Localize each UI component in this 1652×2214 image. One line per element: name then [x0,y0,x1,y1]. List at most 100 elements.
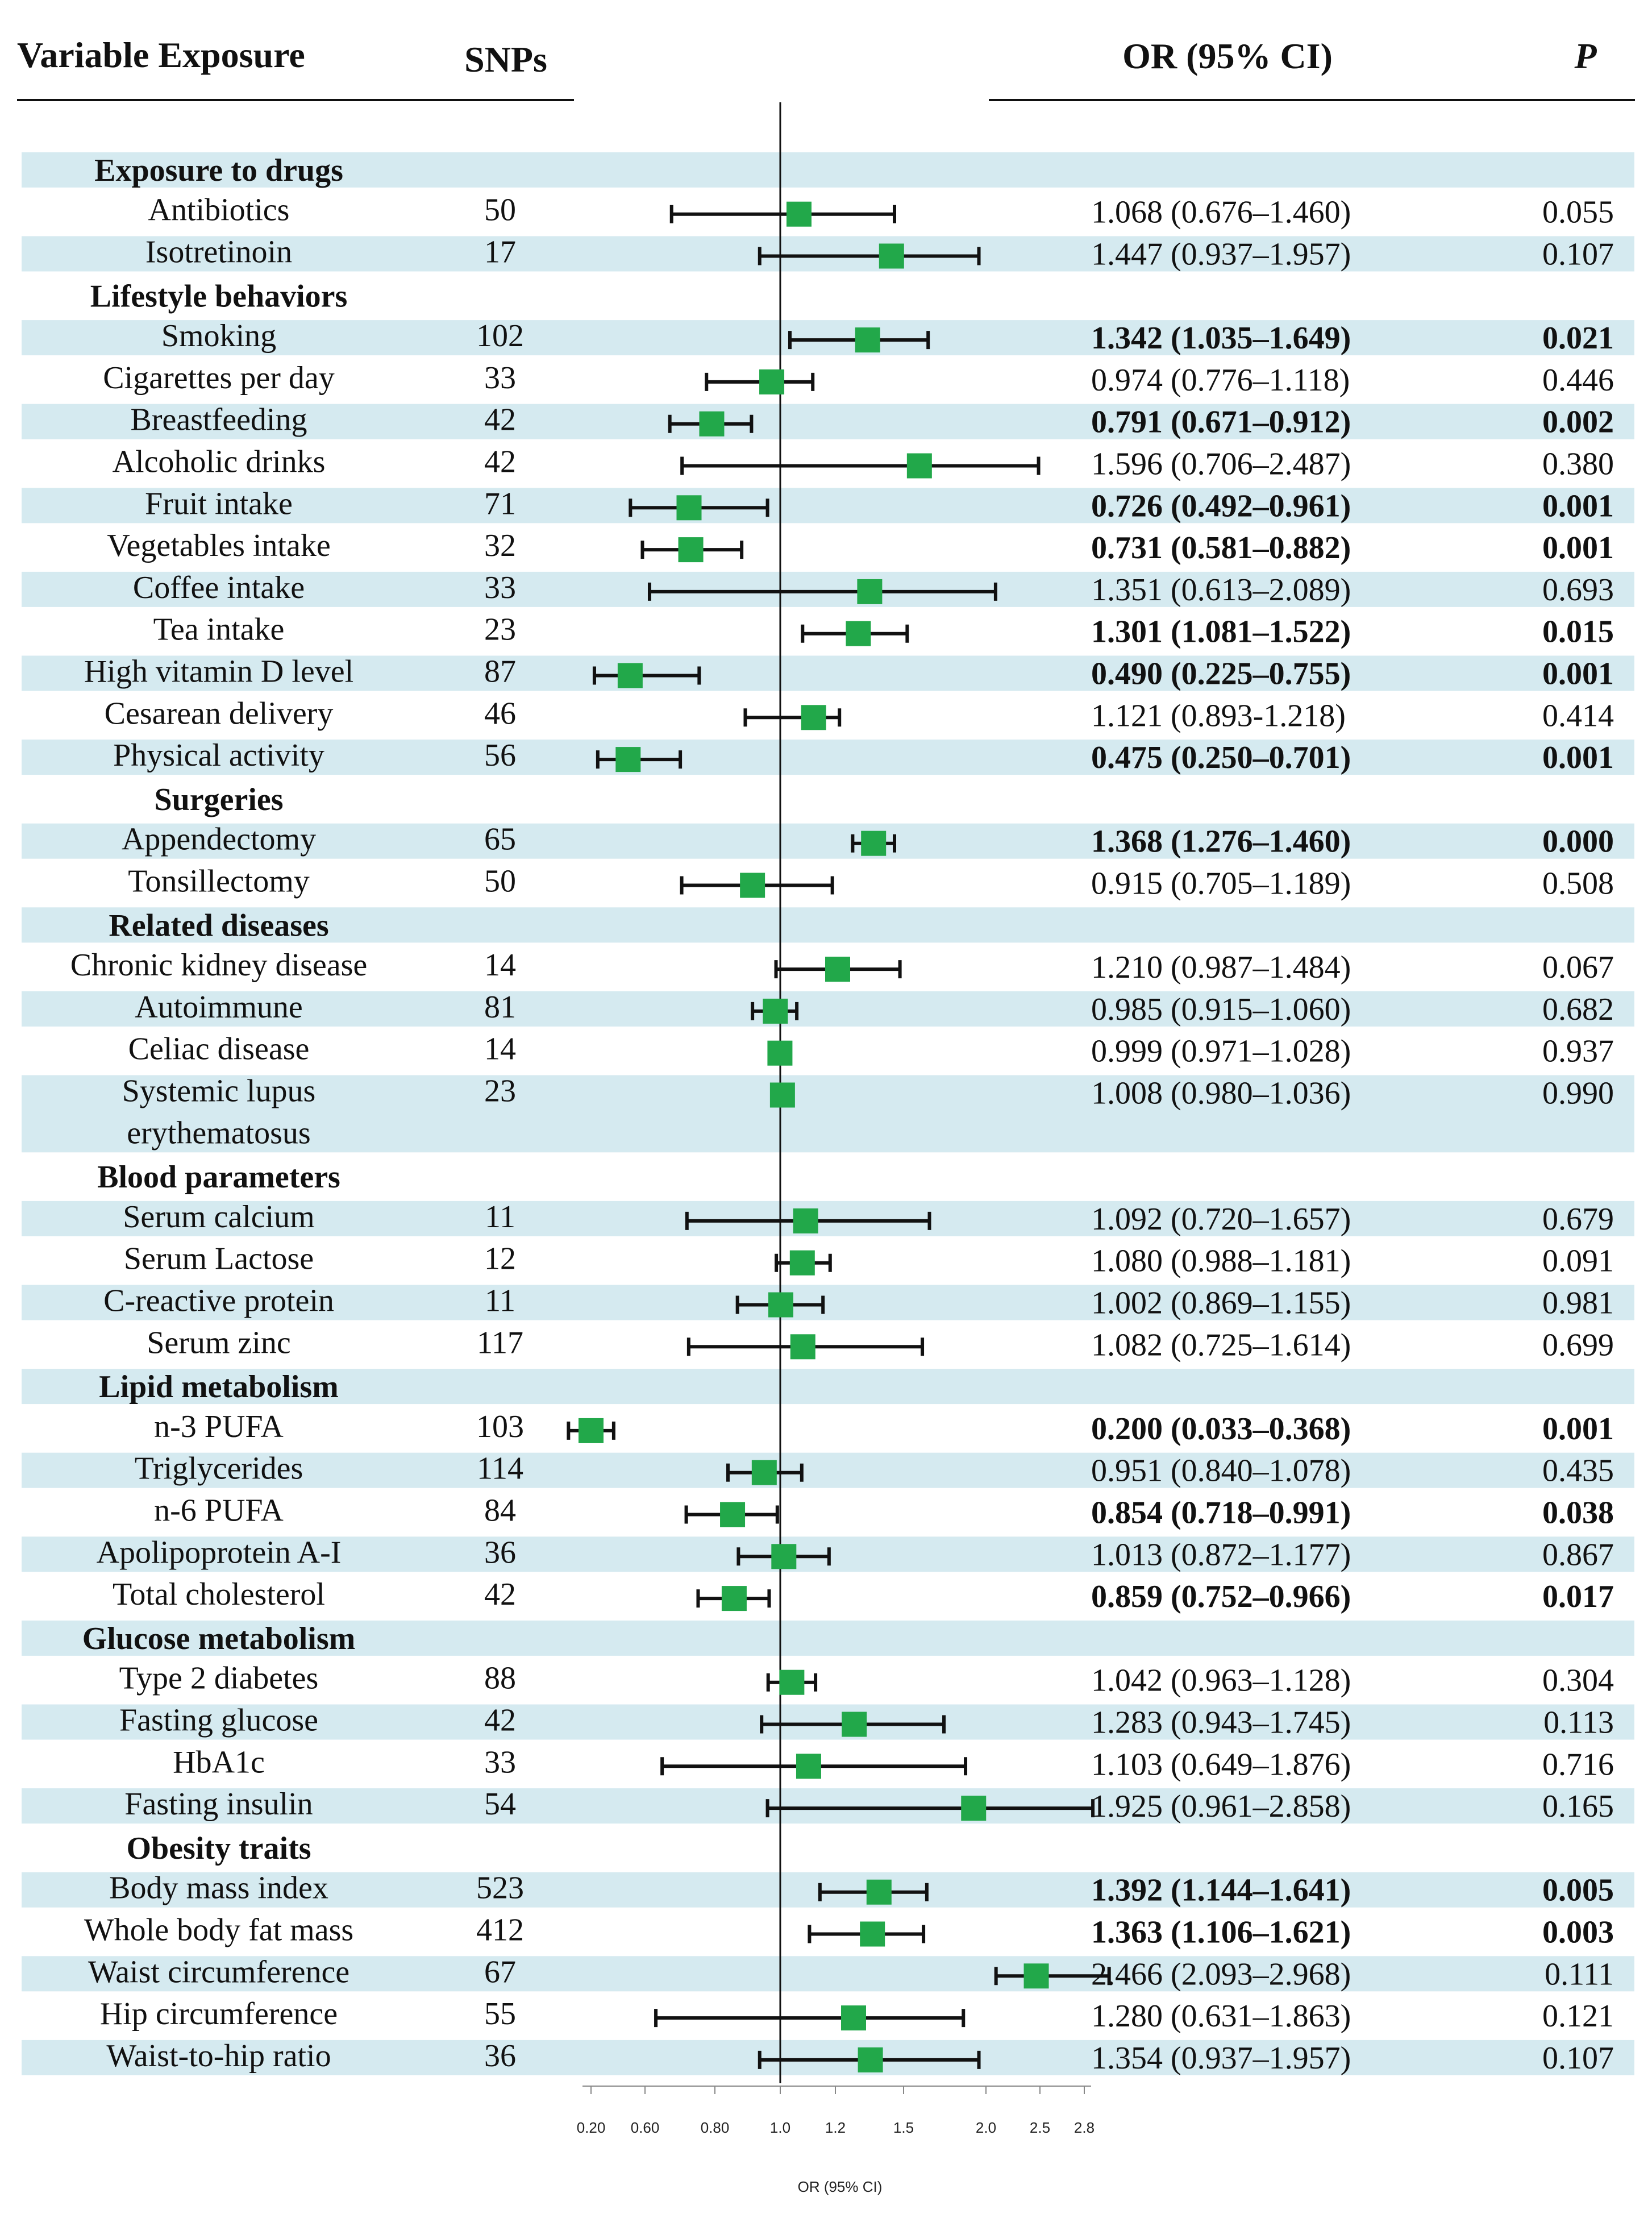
row-snps: 42 [484,445,516,480]
row-label: Type 2 diabetes [119,1661,319,1696]
forest-rows: Exposure to drugs Antibiotics 50 1.068 (0.6… [70,153,1614,2076]
row-or-ci: 1.301 (1.081–1.522) [1091,614,1351,650]
row-or-ci: 0.854 (0.718–0.991) [1091,1496,1351,1531]
row-band [22,823,1634,859]
row-or-ci: 0.974 (0.776–1.118) [1091,363,1350,398]
row-snps: 17 [484,235,516,270]
row-or-ci: 0.731 (0.581–0.882) [1091,530,1351,566]
row-snps: 114 [477,1451,523,1486]
row-band [22,740,1634,775]
point-estimate [1023,1963,1049,1989]
point-estimate [786,201,812,227]
group-label: Surgeries [154,782,283,817]
row-snps: 42 [484,1703,516,1738]
point-estimate [793,1208,818,1233]
group-label: Exposure to drugs [94,153,343,188]
row-label: Serum calcium [123,1199,314,1235]
row-or-ci: 0.200 (0.033–0.368) [1091,1411,1351,1447]
row-label: Hip circumference [100,1996,338,2032]
row-p-value: 0.055 [1542,195,1614,230]
row-or-ci: 1.392 (1.144–1.641) [1091,1873,1351,1908]
row-band [22,1704,1634,1740]
point-estimate [759,369,785,394]
row-snps: 11 [485,1283,515,1319]
row-label: n-3 PUFA [154,1409,284,1444]
row-or-ci: 1.042 (0.963–1.128) [1091,1663,1351,1698]
row-snps: 81 [484,990,516,1025]
group-label: Related diseases [109,908,328,943]
row-snps: 42 [484,402,516,438]
point-estimate [763,998,788,1024]
row-snps: 412 [476,1913,524,1948]
point-estimate [768,1292,793,1318]
x-tick-label: 2.0 [976,2119,996,2136]
point-estimate [676,495,702,521]
row-snps: 23 [484,1074,516,1109]
forest-marks [567,201,1111,2072]
row-label: Alcoholic drinks [113,445,326,480]
x-axis-ticks: 0.20 0.60 0.80 1.0 1.2 1.5 2.0 2.5 2.8 [577,2086,1095,2136]
point-estimate [721,1586,747,1611]
point-estimate [789,1250,815,1276]
x-axis-label: OR (95% CI) [798,2178,883,2195]
row-or-ci: 1.092 (0.720–1.657) [1091,1202,1351,1237]
row-p-value: 0.001 [1542,740,1614,775]
row-or-ci: 1.354 (0.937–1.957) [1091,2041,1351,2076]
row-or-ci: 1.002 (0.869–1.155) [1091,1286,1351,1321]
row-label: Tea intake [153,612,285,647]
row-band [22,1788,1634,1824]
point-estimate [771,1544,797,1569]
row-p-value: 0.021 [1542,321,1614,356]
row-or-ci: 1.013 (0.872–1.177) [1091,1537,1351,1572]
row-or-ci: 1.080 (0.988–1.181) [1091,1244,1351,1279]
row-p-value: 0.091 [1542,1244,1614,1279]
row-p-value: 0.867 [1542,1537,1614,1572]
point-estimate [825,957,850,982]
row-p-value: 0.446 [1542,363,1614,398]
x-tick-label: 2.8 [1074,2119,1095,2136]
row-p-value: 0.067 [1542,950,1614,985]
row-p-value: 0.693 [1542,572,1614,608]
row-snps: 56 [484,738,516,773]
row-label: Waist circumference [88,1954,349,1989]
row-snps: 14 [484,948,516,983]
row-or-ci: 0.475 (0.250–0.701) [1091,740,1351,775]
group-label: Glucose metabolism [82,1621,356,1656]
row-band [22,1369,1634,1405]
row-or-ci: 2.466 (2.093–2.968) [1091,1957,1351,1992]
row-label: Triglycerides [135,1451,303,1486]
row-snps: 50 [484,193,516,228]
row-p-value: 0.679 [1542,1202,1614,1237]
row-p-value: 0.716 [1542,1747,1614,1782]
row-snps: 67 [484,1954,516,1989]
row-p-value: 0.435 [1542,1453,1614,1489]
x-tick-label: 0.80 [701,2119,730,2136]
row-label: Vegetables intake [107,528,330,563]
row-or-ci: 1.283 (0.943–1.745) [1091,1705,1351,1741]
row-label: C-reactive protein [103,1283,334,1319]
row-label: Apolipoprotein A-I [97,1535,342,1570]
row-or-ci: 0.490 (0.225–0.755) [1091,657,1351,692]
row-band [22,907,1634,943]
point-estimate [855,327,880,353]
row-label: Serum zinc [147,1325,290,1360]
row-label: Chronic kidney disease [70,948,368,983]
row-band [22,991,1634,1027]
row-band [22,1620,1634,1656]
row-or-ci: 1.925 (0.961–2.858) [1091,1789,1351,1824]
row-or-ci: 1.210 (0.987–1.484) [1091,950,1351,985]
row-p-value: 0.121 [1542,1999,1614,2034]
row-p-value: 0.015 [1542,614,1614,650]
group-label: Lipid metabolism [99,1369,339,1405]
point-estimate [617,663,643,688]
row-label: Breastfeeding [131,402,307,438]
row-p-value: 0.003 [1542,1915,1614,1950]
row-bands [22,152,1634,2075]
row-snps: 42 [484,1577,516,1612]
row-or-ci: 0.999 (0.971–1.028) [1091,1034,1351,1069]
point-estimate [860,1921,885,1947]
point-estimate [801,705,826,730]
row-band [22,1452,1634,1488]
row-snps: 32 [484,528,516,563]
row-snps: 36 [484,2038,516,2074]
